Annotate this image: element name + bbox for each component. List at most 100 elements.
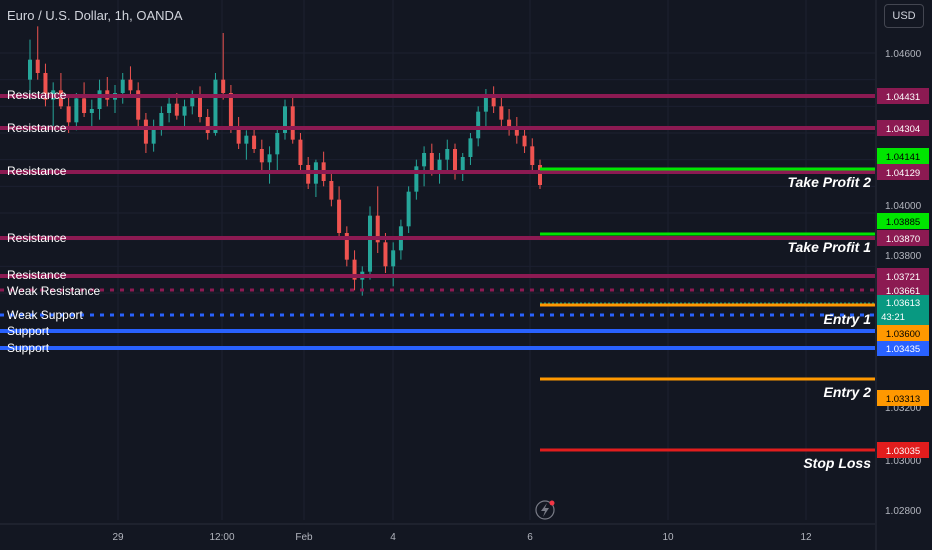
- candle-body: [43, 72, 48, 100]
- support-price-badge: 1.03435: [877, 340, 929, 356]
- candle-body: [538, 164, 542, 185]
- candle-body: [28, 59, 32, 80]
- trade-level-label: Stop Loss: [803, 455, 871, 471]
- resistance-price-badge: 1.04129: [877, 164, 929, 180]
- badge-text: 1.04304: [886, 124, 920, 135]
- candle: [321, 151, 326, 187]
- level-label: Resistance: [7, 164, 67, 178]
- candle: [344, 226, 349, 267]
- candle: [283, 99, 287, 140]
- candle: [159, 106, 164, 136]
- candle-body: [58, 90, 63, 107]
- candle: [468, 132, 473, 165]
- candle-body: [522, 135, 527, 147]
- level-labels: Resistance Resistance Resistance Resistance…: [7, 88, 100, 355]
- candle: [58, 72, 63, 109]
- candle-body: [290, 106, 295, 140]
- candle: [522, 126, 527, 153]
- levels: [0, 94, 875, 350]
- candle-body: [283, 106, 287, 133]
- y-tick-label: 1.03800: [885, 251, 922, 262]
- candle-body: [337, 199, 342, 233]
- candle-body: [167, 103, 172, 113]
- candle: [167, 95, 172, 123]
- badge-text: 1.03435: [886, 344, 920, 355]
- candle: [105, 76, 110, 107]
- x-tick-label: 6: [527, 532, 533, 543]
- candle-body: [174, 103, 179, 116]
- x-tick-label: 12: [800, 532, 812, 543]
- candle: [538, 159, 542, 189]
- current-price-text: 1.03613: [886, 298, 920, 309]
- candle: [313, 159, 318, 197]
- resistance-price-badge: 1.04431: [877, 88, 929, 104]
- candle-body: [298, 139, 303, 165]
- candle: [236, 116, 241, 149]
- candle: [205, 108, 210, 140]
- candle-body: [244, 135, 249, 144]
- candle: [352, 250, 357, 291]
- candle-body: [66, 106, 71, 123]
- current-price-badge: 1.03613 43:21: [540, 295, 929, 325]
- candle-body: [445, 148, 450, 160]
- badge-text: 1.03313: [886, 394, 920, 405]
- candle-body: [368, 215, 372, 272]
- candle: [35, 26, 40, 80]
- level-label: Weak Support: [7, 308, 83, 322]
- badge-bg: [877, 325, 929, 341]
- y-axis: 1.04600 1.04000 1.03800 1.03200 1.03000 1.028…: [875, 0, 922, 550]
- trade-level-label: Take Profit 1: [787, 239, 871, 255]
- candle-body: [468, 138, 473, 157]
- candle: [190, 90, 195, 115]
- candle-body: [344, 232, 349, 260]
- candle: [298, 132, 303, 171]
- candle: [491, 86, 496, 113]
- x-tick-label: 12:00: [209, 532, 234, 543]
- candle: [453, 143, 457, 180]
- candle: [244, 130, 249, 160]
- y-tick-label: 1.02800: [885, 506, 922, 517]
- entry1-price-badge: 1.03600: [877, 325, 929, 341]
- stop-price-badge: 1.03035: [877, 442, 929, 458]
- candle-body: [514, 126, 519, 136]
- candle: [375, 186, 380, 253]
- candle: [82, 82, 87, 117]
- candle-body: [499, 106, 504, 120]
- candle: [414, 159, 419, 200]
- currency-button[interactable]: USD: [884, 4, 924, 28]
- x-tick-label: 4: [390, 532, 396, 543]
- level-label: Resistance: [7, 231, 67, 245]
- candle: [437, 152, 442, 184]
- badge-text: 1.03661: [886, 286, 920, 297]
- candle: [275, 126, 280, 171]
- chart-title: Euro / U.S. Dollar, 1h, OANDA: [7, 8, 183, 23]
- badge-bg: [877, 390, 929, 406]
- candle-body: [198, 95, 202, 117]
- candle-body: [182, 106, 187, 116]
- trade-level-label: Take Profit 2: [787, 174, 871, 190]
- candle: [445, 139, 450, 173]
- candles: [28, 26, 542, 296]
- grid: [0, 0, 875, 520]
- candle-body: [128, 79, 133, 91]
- candle-body: [453, 148, 457, 173]
- candle: [499, 95, 504, 127]
- badge-text: 1.03600: [886, 329, 920, 340]
- candle-body: [252, 135, 257, 149]
- badge-text: 1.04431: [886, 92, 920, 103]
- candle: [89, 99, 94, 127]
- badge-text: 1.03885: [886, 217, 920, 228]
- candle-body: [422, 152, 427, 167]
- candle-body: [460, 156, 465, 173]
- candle-body: [89, 108, 94, 113]
- badge-text: 1.03721: [886, 272, 920, 283]
- level-label: Weak Resistance: [7, 284, 100, 298]
- candle-body: [236, 126, 241, 144]
- candle-body: [267, 154, 272, 163]
- candle-body: [120, 79, 125, 93]
- badge-bg: [877, 148, 929, 164]
- candle-body: [306, 164, 311, 184]
- candle: [113, 84, 117, 113]
- lightning-icon[interactable]: [535, 500, 555, 520]
